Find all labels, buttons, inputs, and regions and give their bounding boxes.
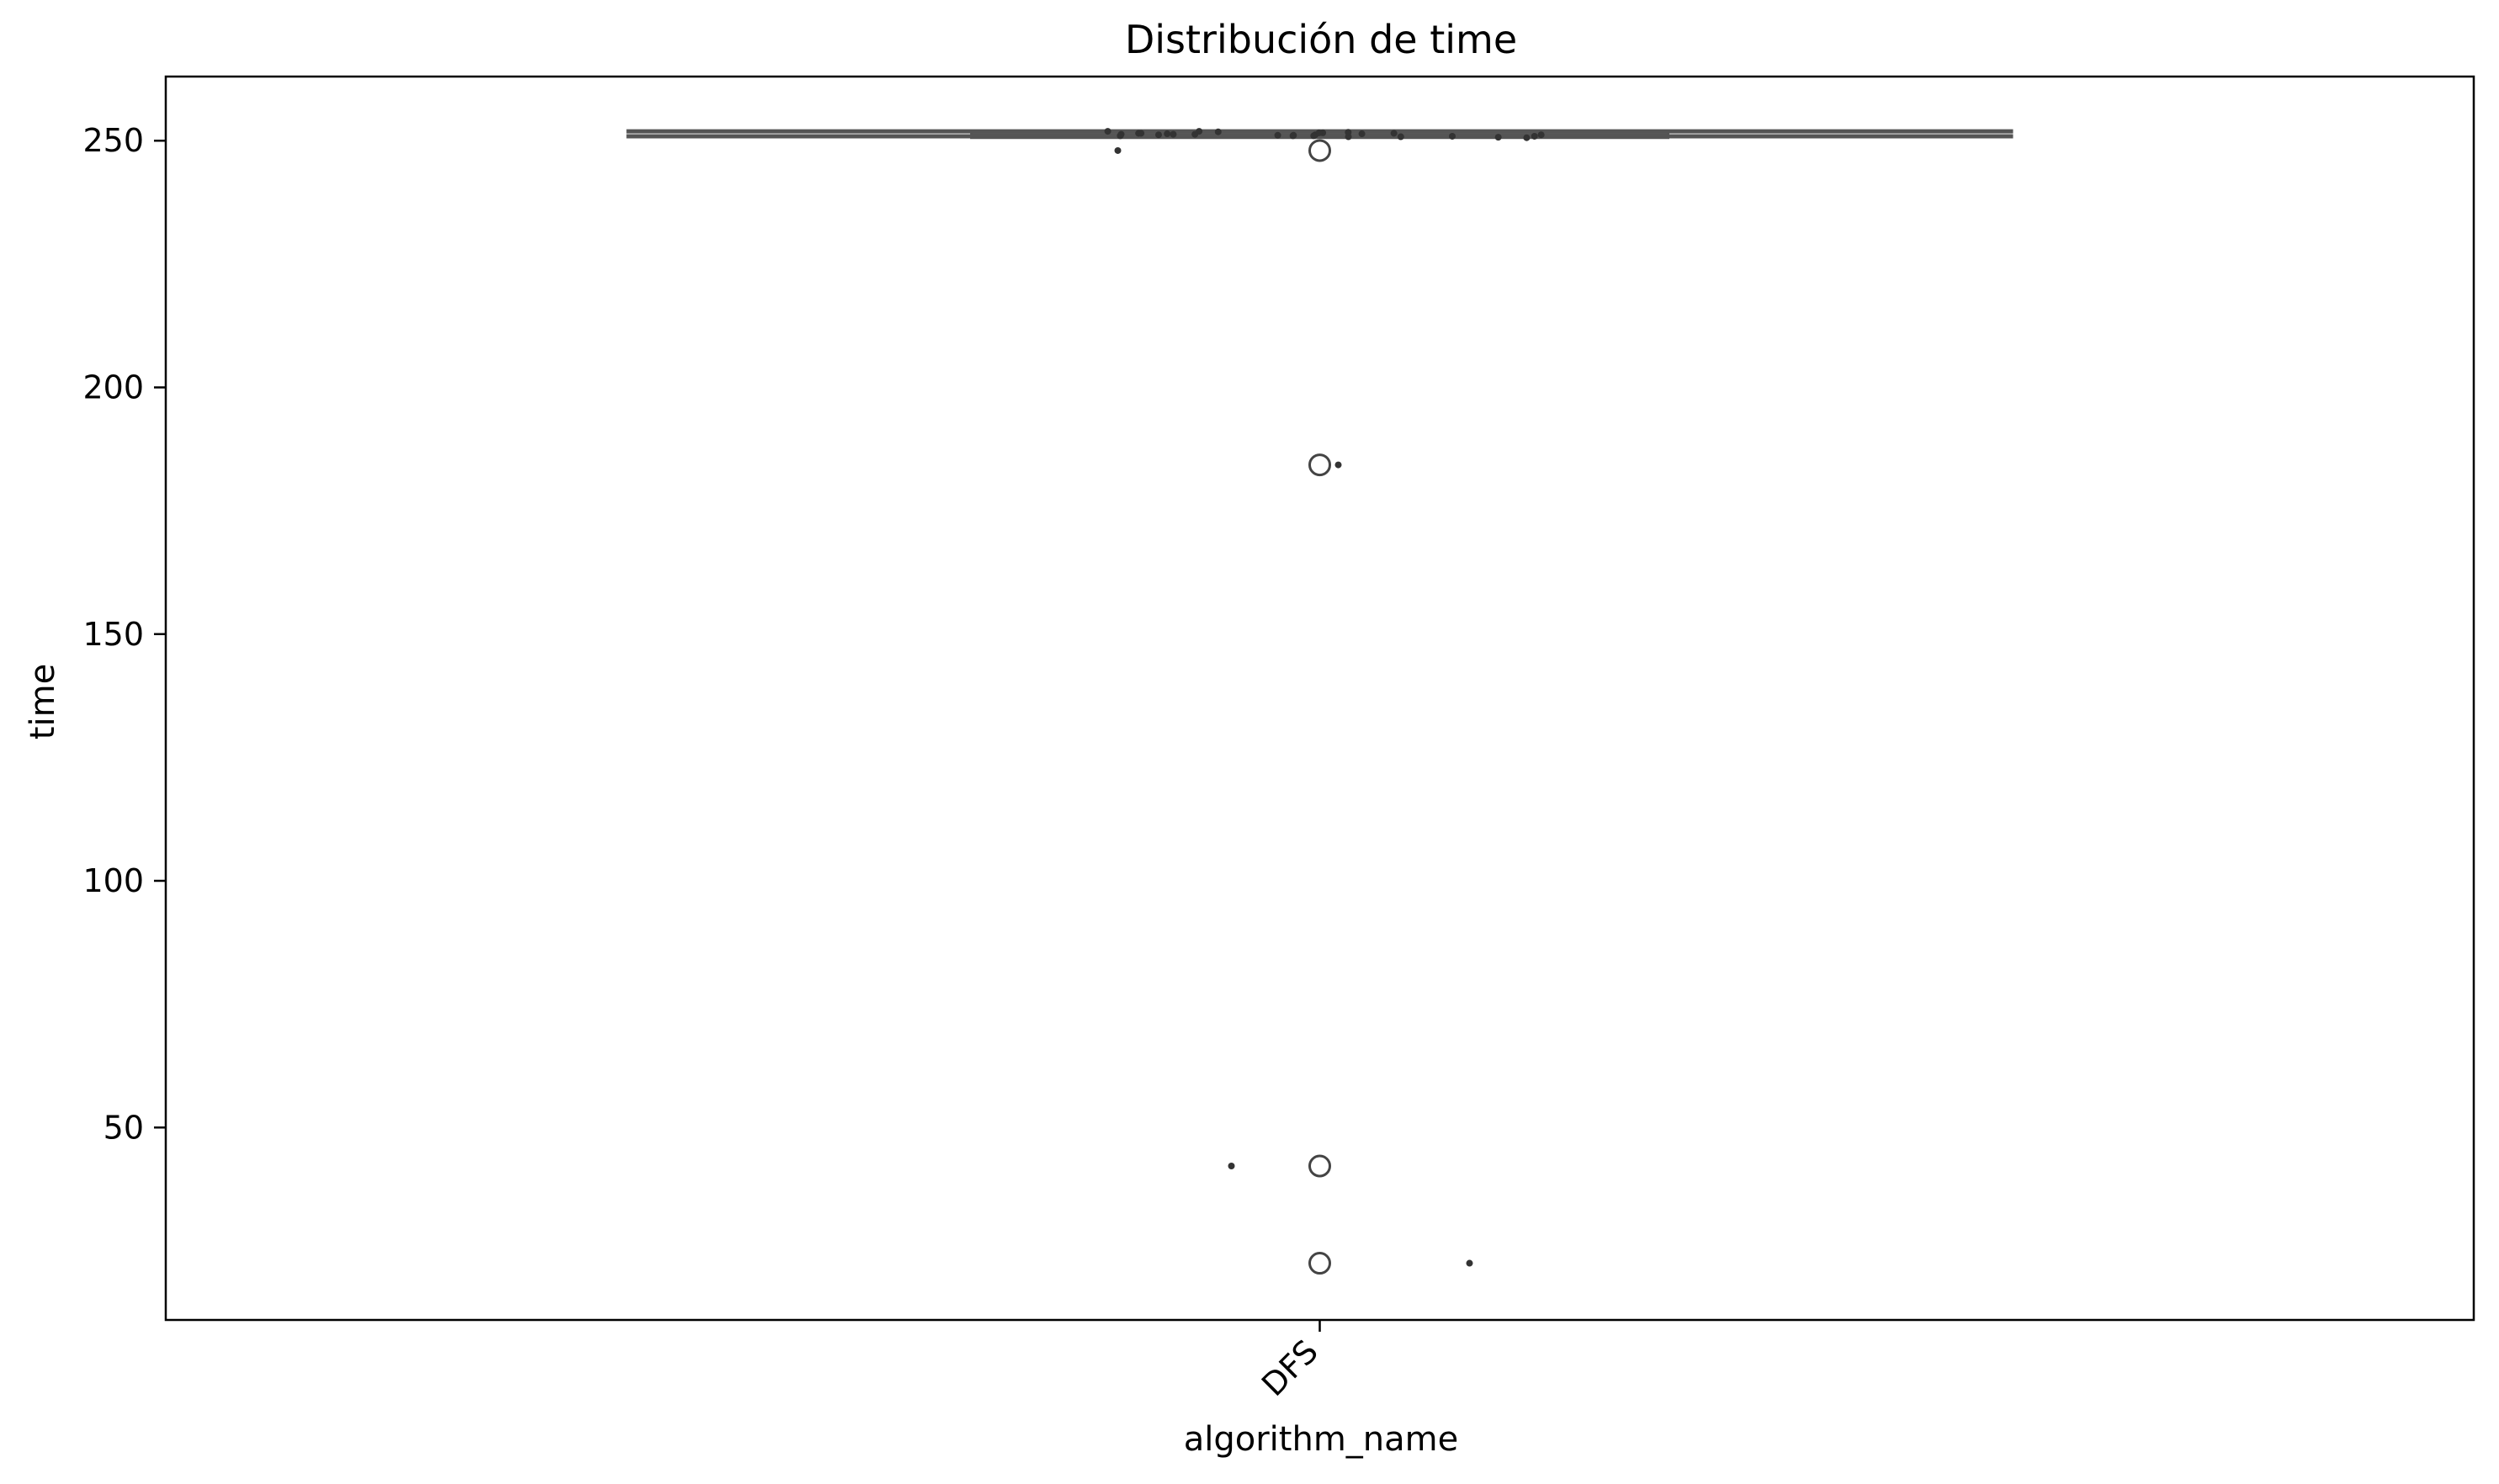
y-tick-label: 150 <box>82 616 144 653</box>
strip-point <box>1170 130 1177 138</box>
y-tick-label: 250 <box>82 122 144 159</box>
x-axis-title: algorithm_name <box>1184 1420 1458 1459</box>
strip-point <box>1494 134 1502 141</box>
y-axis: 50 100 150 200 250 <box>82 122 166 1146</box>
strip-point <box>1466 1259 1473 1267</box>
outlier-point <box>1308 139 1331 162</box>
strip-point <box>1531 132 1538 140</box>
strip-point <box>1138 130 1145 137</box>
y-tick-label: 200 <box>82 369 144 406</box>
outlier-point <box>1308 1252 1331 1275</box>
strip-point <box>1390 130 1398 137</box>
strip-point <box>1191 130 1199 138</box>
strip-point <box>1114 146 1122 154</box>
strip-point <box>1104 128 1112 135</box>
y-tick-label: 100 <box>82 862 144 899</box>
outlier-point <box>1308 1154 1331 1178</box>
plot-layer <box>626 128 2014 1275</box>
strip-point <box>1274 131 1281 139</box>
strip-point <box>1334 461 1342 469</box>
y-axis-title: time <box>24 664 62 739</box>
strip-point <box>1537 131 1545 139</box>
strip-point <box>1315 129 1323 136</box>
strip-point <box>1523 134 1531 141</box>
outlier-point <box>1308 453 1331 477</box>
strip-point <box>1164 130 1171 138</box>
strip-point <box>1397 133 1404 140</box>
strip-point <box>1228 1163 1235 1170</box>
strip-point <box>1117 132 1124 140</box>
strip-point <box>1358 130 1366 138</box>
y-tick-label: 50 <box>103 1109 144 1146</box>
strip-point <box>1449 132 1456 140</box>
strip-point <box>1345 129 1352 136</box>
strip-point <box>1290 131 1297 139</box>
strip-point <box>1310 132 1318 140</box>
chart-title: Distribución de time <box>1125 17 1517 62</box>
strip-point <box>1154 131 1162 139</box>
plot-frame <box>164 75 2475 1322</box>
strip-point <box>1214 128 1222 135</box>
